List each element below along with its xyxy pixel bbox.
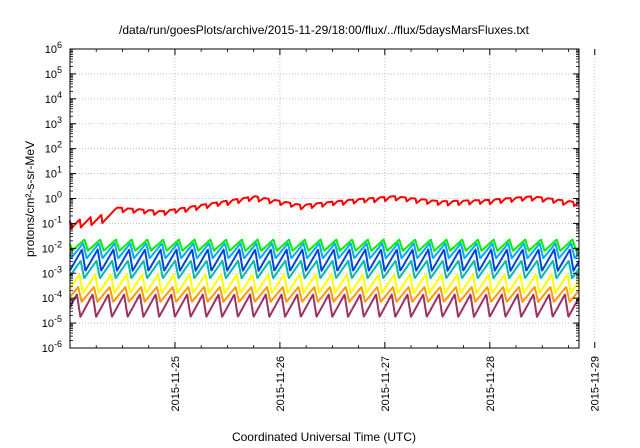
x-axis-label: Coordinated Universal Time (UTC) [232,430,416,444]
series-line [69,259,580,280]
series-line [69,248,580,272]
series-line [69,286,580,303]
x-tick-label: 2015-11-25 [170,356,182,411]
series-line [69,195,580,230]
series-line [69,273,580,295]
y-tick-label: 102 [45,140,62,156]
series-line [69,293,580,318]
x-tick-label: 2015-11-28 [485,356,497,411]
y-tick-label: 10-2 [42,239,62,255]
y-tick-label: 10-5 [42,314,62,330]
y-tick-label: 103 [45,115,62,131]
chart-title: /data/run/goesPlots/archive/2015-11-29/1… [119,23,530,37]
y-tick-label: 10-1 [42,214,62,230]
y-tick-label: 106 [45,40,62,56]
y-tick-label: 10-3 [42,264,62,280]
x-tick-label: 2015-11-27 [380,356,392,411]
y-tick-label: 104 [45,90,62,106]
series-line [69,238,580,252]
x-tick-label: 2015-11-26 [275,356,287,411]
series-layer [69,195,580,318]
series-line [69,242,580,260]
axis-ticks: 10-6 10-5 10-4 10-3 10-2 10-1 100 101 102 103 104 1… [42,40,602,411]
y-tick-label: 101 [45,165,62,181]
y-tick-label: 105 [45,65,62,81]
y-tick-label: 10-6 [42,339,62,355]
x-tick-label: 2015-11-29 [590,356,602,411]
y-axis-label: protons/cm²-s-sr-MeV [23,141,37,257]
y-tick-label: 10-4 [42,289,62,305]
y-tick-label: 100 [45,190,62,206]
